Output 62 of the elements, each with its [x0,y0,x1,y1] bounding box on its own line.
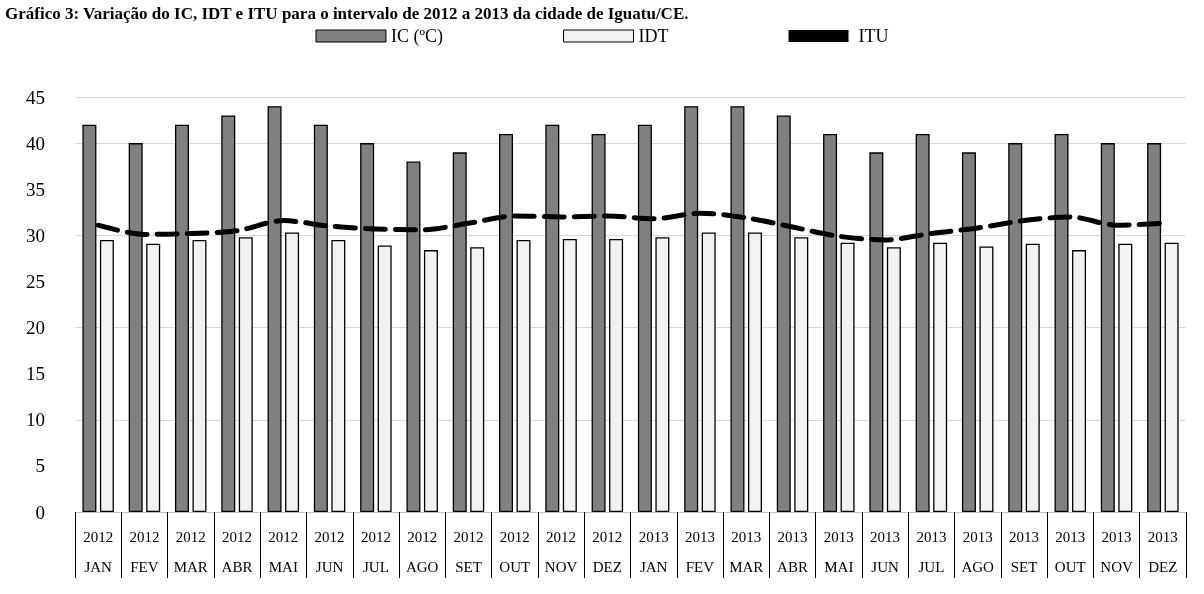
bar [423,250,438,512]
bar [933,242,948,512]
y-tick-label: 15 [26,363,45,385]
x-tick-label: 2013 ABR [777,529,808,575]
x-tick-label: 2013 DEZ [1147,529,1178,575]
bar [1072,250,1087,512]
x-tick-label: 2012 JUL [360,529,391,575]
bar [1164,242,1179,512]
x-tick-label: 2012 MAI [268,529,299,575]
x-tick-label: 2012 FEV [129,529,160,575]
bar [979,246,994,512]
bar [701,232,716,512]
bar [516,239,531,512]
bar [99,239,114,512]
x-tick-label: 2012 DEZ [592,529,623,575]
bar [377,245,392,512]
bar [609,239,624,512]
y-tick-label: 40 [26,132,45,154]
bar [146,243,161,512]
x-tick-label: 2012 NOV [544,529,578,575]
y-tick-label: 30 [26,224,45,246]
bar [840,242,855,512]
legend-label: ITU [858,26,889,46]
x-tick-label: 2012 AGO [405,529,439,575]
y-tick-label: 35 [26,178,45,200]
bar [331,239,346,512]
x-tick-label: 2012 MAR [173,529,208,575]
bar [470,247,485,512]
x-tick-label: 2013 JUN [870,529,901,575]
x-tick-label: 2013 SET [1008,529,1039,575]
chart-title: Gráfico 3: Variação do IC, IDT e ITU para o intervalo de 2012 a 2013 da cidade de Iguatu/CE. [5,4,689,23]
y-tick-label: 5 [35,455,45,477]
x-tick-label: 2013 MAI [823,529,854,575]
bar [562,239,577,512]
bar [747,232,762,512]
x-tick-label: 2013 FEV [684,529,715,575]
bar [794,237,809,512]
bar [192,239,207,512]
bar [1025,243,1040,512]
x-tick-label: 2012 JAN [83,529,114,575]
bar [238,237,253,512]
x-tick-label: 2012 JUN [314,529,345,575]
x-tick-label: 2012 OUT [499,529,531,575]
x-tick-label: 2012 ABR [221,529,253,575]
x-tick-label: 2013 JAN [638,529,669,575]
x-tick-label: 2013 AGO [961,529,995,575]
y-tick-label: 25 [26,270,45,292]
y-tick-label: 45 [26,86,45,108]
legend-label: IDT [638,26,669,46]
y-tick-label: 20 [26,317,45,339]
x-tick-label: 2013 JUL [916,529,947,575]
bar [285,232,300,512]
bar [1118,243,1133,512]
bar [655,237,670,512]
x-tick-label: 2013 NOV [1100,529,1133,575]
x-tick-label: 2013 MAR [729,529,764,575]
x-tick-label: 2013 OUT [1054,529,1086,575]
legend-label: IC (ºC) [390,26,444,47]
y-tick-label: 0 [35,501,45,523]
bar [886,247,901,512]
x-tick-label: 2012 SET [453,529,484,575]
y-tick-label: 10 [26,409,45,431]
